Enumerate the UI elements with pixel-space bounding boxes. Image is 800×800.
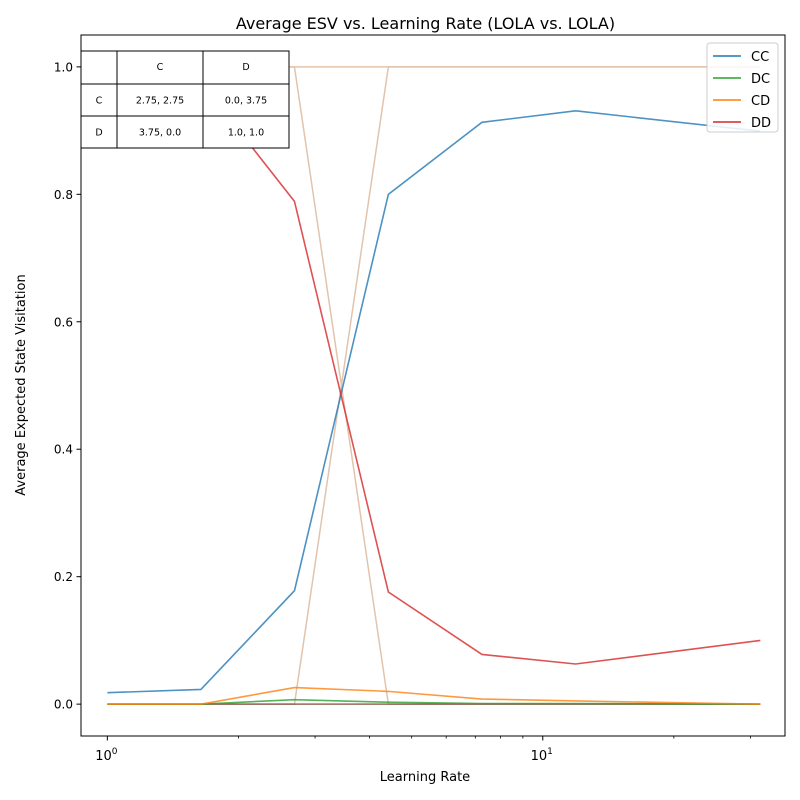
payoff-table-background [81,51,289,148]
y-tick-label: 1.0 [54,60,73,74]
payoff-table-text: C [157,62,164,73]
x-axis-ticks: 100 101 [95,736,751,764]
legend-box [706,42,779,133]
x-tick-label: 101 [531,747,553,764]
y-axis-ticks: 0.0 0.2 0.4 0.6 0.8 1.0 [54,60,81,712]
payoff-table-text: 3.75, 0.0 [139,128,181,139]
legend-label-dc: DC [751,72,770,87]
x-axis-label: Learning Rate [380,770,470,785]
series-line-cd [107,686,761,705]
x-tick-label: 100 [95,747,118,764]
y-tick-label: 0.2 [54,570,73,584]
payoff-table-text: C [96,96,103,107]
y-axis-label: Average Expected State Visitation [14,274,29,495]
payoff-table-text: D [95,128,102,139]
payoff-table-cell [202,115,290,149]
legend-label-cc: CC [751,50,769,65]
plot-area [81,35,785,736]
legend: CC DC CD DD [706,42,779,133]
plot-frame [80,34,786,737]
y-tick-label: 0.0 [54,698,73,712]
y-tick-label: 0.6 [54,315,73,329]
legend-label-cd: CD [751,94,770,109]
chart-title: Average ESV vs. Learning Rate (LOLA vs. … [236,14,615,33]
y-tick-label: 0.8 [54,188,73,202]
legend-label-dd: DD [751,116,771,131]
payoff-table-text: D [242,62,249,73]
payoff-table-text: 1.0, 1.0 [228,128,264,139]
payoff-table: C D C 2.75, 2.75 0.0, 3.75 D 3.75, 0.0 1.0, 1.0 [80,50,290,149]
series-line-cc [107,110,761,694]
payoff-table-text: 0.0, 3.75 [225,96,267,107]
y-tick-label: 0.4 [54,443,73,457]
payoff-table-text: 2.75, 2.75 [136,96,184,107]
